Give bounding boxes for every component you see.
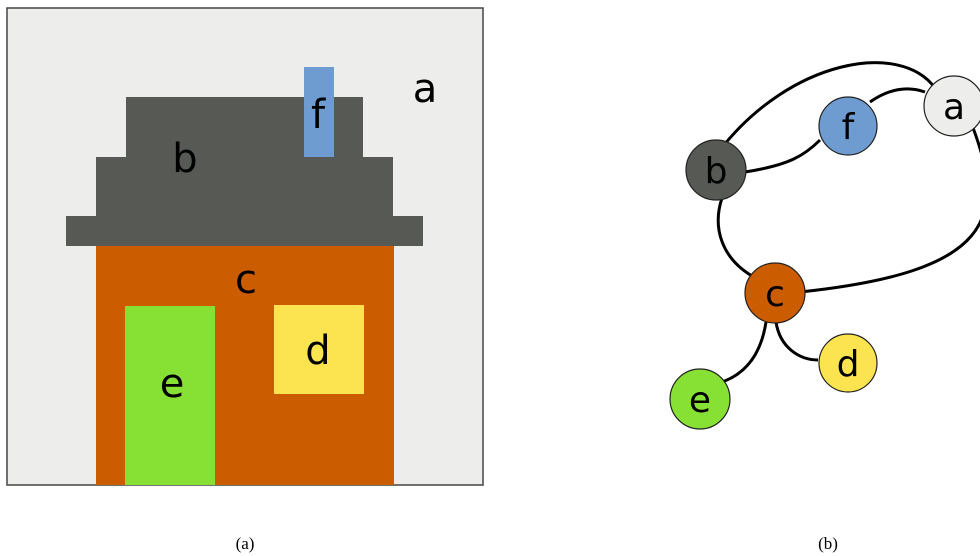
node-d: d xyxy=(818,333,878,393)
node-f-label: f xyxy=(842,107,856,148)
edge-a-b xyxy=(718,61,937,151)
node-c: c xyxy=(744,262,806,324)
panel-a-segmentation: a b f c d e (a) xyxy=(6,7,484,553)
node-e: e xyxy=(669,368,731,430)
edge-c-d xyxy=(774,321,819,362)
region-label-d: d xyxy=(305,328,330,374)
node-d-label: d xyxy=(837,344,860,385)
node-a-label: a xyxy=(943,87,965,128)
node-c-label: c xyxy=(765,274,785,315)
node-e-label: e xyxy=(689,380,711,421)
region-d-window xyxy=(274,305,364,394)
caption-b: (b) xyxy=(818,534,838,553)
region-label-b: b xyxy=(172,136,197,182)
region-label-e: e xyxy=(160,361,185,407)
edge-a-f xyxy=(869,87,926,104)
node-b: b xyxy=(685,139,747,201)
region-label-f: f xyxy=(311,92,326,138)
region-e-door xyxy=(125,306,215,485)
node-b-label: b xyxy=(705,151,728,192)
edge-b-f xyxy=(744,138,822,174)
edge-b-c xyxy=(716,197,753,278)
edge-c-e xyxy=(721,321,768,384)
region-label-c: c xyxy=(235,257,257,303)
node-a: a xyxy=(923,75,980,137)
panel-b-graph: a f b c d e (b) xyxy=(669,61,980,553)
region-f-chimney xyxy=(304,67,334,157)
node-f: f xyxy=(818,96,878,156)
caption-a: (a) xyxy=(236,534,255,553)
region-label-a: a xyxy=(413,66,438,112)
edge-a-c xyxy=(799,119,980,294)
